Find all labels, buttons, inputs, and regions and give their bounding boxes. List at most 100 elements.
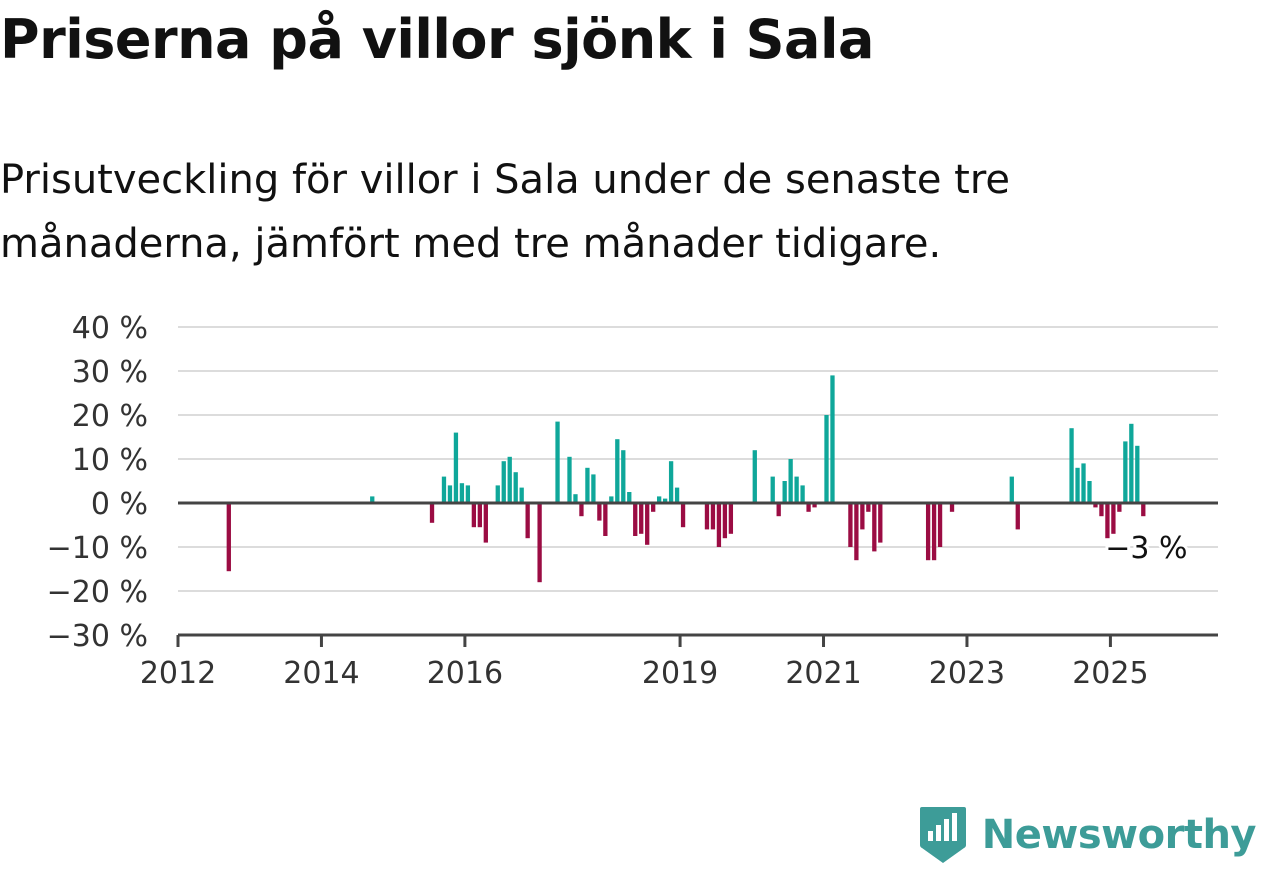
bar-positive [770,476,775,503]
bar-positive [507,456,512,503]
bar-positive [656,496,662,503]
bar-negative [471,503,477,528]
bar-positive [1075,467,1080,503]
bar-negative [1117,503,1122,512]
x-tick-label: 2021 [785,656,861,691]
latest-value-label: −3 % [1105,531,1187,566]
y-tick-label: −30 % [47,619,148,654]
bar-positive [567,456,572,503]
bar-negative [937,503,943,547]
bar-positive [495,485,500,503]
bar-negative [1093,503,1098,508]
bar-negative [525,503,530,539]
bar-positive [668,461,674,503]
bar-negative [1015,503,1020,530]
bar-negative [931,503,937,561]
x-axis [178,501,1218,637]
bar-negative [710,503,716,530]
bar-positive [447,485,453,503]
bar-negative [477,503,482,528]
y-tick-label: 0 % [91,487,148,522]
bar-positive [824,415,829,503]
y-tick-label: −10 % [47,531,148,566]
y-tick-label: 40 % [72,311,148,346]
bar-negative [806,503,811,512]
bar-negative [1141,503,1146,517]
bar-positive [621,450,626,503]
bar-positive [609,496,614,503]
bar-positive [615,439,620,503]
y-axis-tick-labels: 40 % 30 % 20 % 10 % 0 % −10 % −20 % −30 % [47,311,148,654]
x-tick-label: 2019 [642,656,718,691]
bar-positive [1009,476,1014,503]
x-tick-label: 2025 [1072,656,1148,691]
bar-negative [483,503,488,543]
bar-positive [1129,423,1134,503]
bar-negative [776,503,781,517]
bar-negative [878,503,883,543]
bar-positive [830,375,835,503]
bar-negative [812,503,817,508]
bar-negative [537,503,542,583]
bar-positive [370,496,375,503]
gridlines [178,326,1218,592]
annotations: −3 % [1102,528,1190,569]
bar-positive [782,481,787,503]
bar-negative [1111,503,1116,534]
bar-negative [872,503,877,552]
bar-positive [794,476,799,503]
bar-positive [800,485,805,503]
bar-positive [674,487,680,503]
bar-negative [854,503,859,561]
bar-positive [459,483,465,503]
x-tick-label: 2016 [427,656,503,691]
bar-negative [633,503,638,536]
bar-positive [465,485,471,503]
bar-negative [645,503,650,545]
bar-negative [226,503,231,572]
bar-negative [1099,503,1104,517]
bar-negative [722,503,728,539]
bar-positive [752,450,757,503]
bar-positive [513,472,518,503]
x-tick-label: 2014 [283,656,359,691]
bar-positive [1135,445,1140,503]
bar-negative [603,503,608,536]
y-tick-label: 30 % [72,355,148,390]
y-tick-label: 10 % [72,443,148,478]
bar-positive [453,432,459,503]
bar-negative [597,503,602,521]
bar-negative [579,503,584,517]
bar-positive [591,474,596,503]
y-tick-label: 20 % [72,399,148,434]
bar-positive [501,461,506,503]
chart-title: Priserna på villor sjönk i Sala [0,8,874,71]
bar-negative [925,503,931,561]
bar-positive [555,421,560,503]
bar-negative [860,503,865,530]
bar-negative [1105,503,1110,539]
newsworthy-logo-icon [919,807,966,863]
bar-positive [1087,481,1092,503]
bar-negative [680,503,686,528]
bars [226,375,1146,583]
bar-negative [866,503,871,512]
bar-positive [662,498,668,503]
bar-positive [519,487,524,503]
bar-positive [1123,441,1128,503]
bar-negative [704,503,710,530]
bar-positive [585,467,590,503]
bar-negative [848,503,853,547]
bar-positive [573,494,578,503]
bar-negative [639,503,644,534]
bar-negative [949,503,955,512]
x-axis-tick-labels: 2012 2014 2016 2019 2021 2023 2025 [140,635,1149,691]
bar-positive [1069,428,1074,503]
bar-positive [627,492,632,503]
y-tick-label: −20 % [47,575,148,610]
x-tick-label: 2023 [929,656,1005,691]
bar-negative [728,503,734,534]
bar-positive [441,476,447,503]
bar-positive [788,459,793,503]
